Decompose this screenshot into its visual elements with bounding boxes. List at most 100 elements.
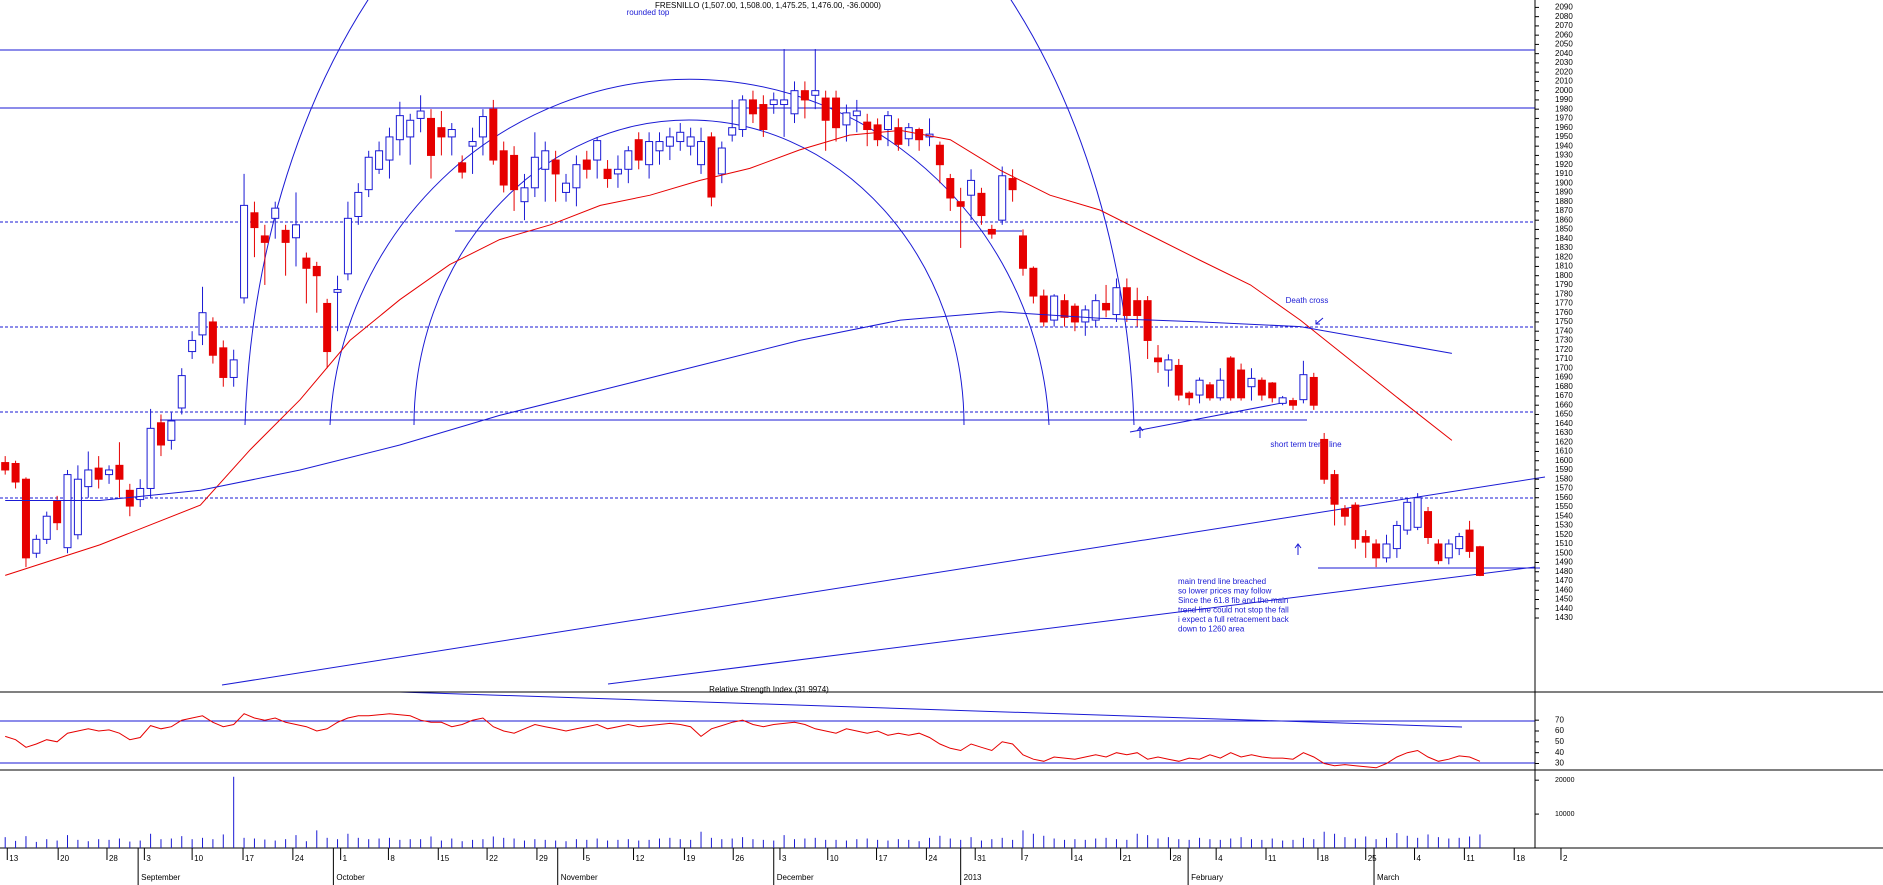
candle-body [520,187,529,203]
candle-body [1195,379,1204,396]
volume-bar [1479,834,1481,848]
month-label: September [141,873,180,882]
candle-body [967,179,976,196]
candle-body [1320,438,1329,480]
volume-bar [181,836,183,848]
x-tick-label: 8 [390,854,395,863]
volume-bar [638,840,640,848]
volume-bar [409,839,411,848]
volume-bar [731,838,733,848]
candle-body [1257,379,1266,396]
candle-body [229,359,238,378]
volume-bar [534,839,536,848]
candle-body [364,156,373,191]
volume-bar [1344,837,1346,848]
volume-bar [305,841,307,848]
y-tick-label: 2010 [1555,77,1573,86]
x-tick-label: 24 [295,854,304,863]
annotation: rounded top [627,8,670,17]
month-label: March [1377,873,1399,882]
candle-body [935,144,944,166]
month-label: October [336,873,365,882]
volume-bar [617,839,619,848]
candle-body [1455,536,1464,550]
candle-body [1216,379,1225,399]
volume-bar [513,838,515,848]
y-tick-label: 1820 [1555,252,1573,261]
volume-bar [773,840,775,848]
candle-body [707,136,716,198]
candle-body [333,289,342,293]
y-tick-label: 2020 [1555,67,1573,76]
volume-bar [710,837,712,848]
candle-body [11,462,20,483]
volume-bar [1178,839,1180,848]
volume-bar [565,841,567,848]
candle-body [1309,376,1318,406]
volume-bar [1261,839,1263,848]
volume-bar [1136,833,1138,848]
candle-body [759,104,768,131]
y-tick-label: 1770 [1555,299,1573,308]
arrow [1294,543,1302,555]
candle-body [21,478,30,559]
candle-body [1268,382,1277,399]
y-tick-label: 1960 [1555,123,1573,132]
volume-bar [46,839,48,848]
y-tick-label: 1460 [1555,585,1573,594]
candle-body [1039,295,1048,323]
y-tick-label: 1510 [1555,539,1573,548]
volume-bar [129,841,131,848]
candle-body [354,191,363,217]
volume-bar [887,840,889,848]
y-tick-label: 1730 [1555,336,1573,345]
candle-body [894,127,903,145]
annotation: so lower prices may follow [1178,587,1272,596]
volume-bar [1365,836,1367,848]
y-tick-label: 1720 [1555,345,1573,354]
volume-bar [1199,837,1201,848]
y-tick-label: 1640 [1555,419,1573,428]
y-tick-label: 1470 [1555,576,1573,585]
candle-body [1340,508,1349,517]
y-tick-label: 1530 [1555,521,1573,530]
candle-body [1018,235,1027,269]
candle-body [1133,300,1142,316]
candle-body [800,90,809,101]
x-tick-label: 26 [735,854,744,863]
volume-bar [77,839,79,848]
candle-body [427,117,436,156]
volume-bar [1188,839,1190,848]
x-tick-label: 15 [440,854,449,863]
y-tick-label: 1800 [1555,271,1573,280]
volume-bar [1219,839,1221,848]
volume-bar [970,837,972,848]
volume-bar [191,839,193,848]
candle-body [1226,357,1235,399]
main-trend-line [221,476,1546,686]
annotation: i expect a full retracement back [1178,615,1290,624]
volume-bar [108,839,110,848]
volume-bar [212,839,214,848]
volume-bar [814,837,816,848]
y-tick-label: 1950 [1555,132,1573,141]
candle-body [510,154,519,191]
candle-body [904,127,913,140]
candle-body [447,129,456,138]
volume-bar [399,839,401,848]
candle-body [530,156,539,189]
candle-body [686,136,695,147]
candle-body [1278,397,1287,404]
candle-body [1424,511,1433,539]
volume-bar [1084,839,1086,848]
x-tick-label: 28 [109,854,118,863]
candle-body [582,159,591,170]
volume-bar [1095,838,1097,848]
volume-bar [461,841,463,848]
y-tick-label: 1450 [1555,595,1573,604]
volume-bar [15,840,17,848]
candle-body [375,150,384,170]
candle-body [572,164,581,189]
candle-body [1392,524,1401,550]
y-tick-label: 30 [1555,759,1564,768]
